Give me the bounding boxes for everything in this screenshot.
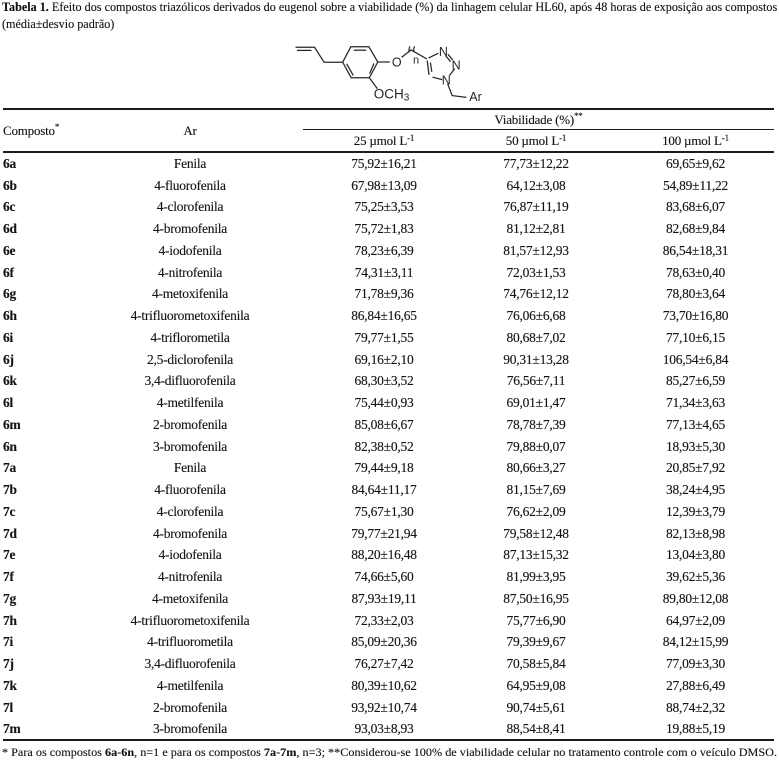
- svg-text:N: N: [439, 45, 448, 59]
- svg-text:N: N: [452, 58, 461, 72]
- svg-text:O: O: [392, 56, 402, 70]
- svg-text:N: N: [442, 74, 451, 88]
- svg-text:n: n: [413, 54, 419, 66]
- svg-text:Ar: Ar: [469, 90, 482, 104]
- svg-text:OCH3: OCH3: [374, 86, 410, 103]
